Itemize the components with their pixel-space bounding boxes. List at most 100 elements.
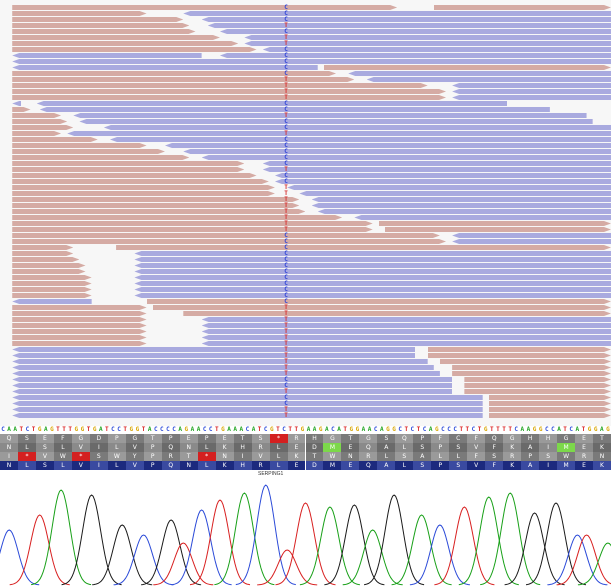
forward-read[interactable] xyxy=(12,245,73,250)
reverse-read[interactable] xyxy=(262,161,611,166)
reverse-read[interactable] xyxy=(201,317,611,322)
forward-read[interactable] xyxy=(12,23,189,28)
reverse-read[interactable] xyxy=(244,41,611,46)
reverse-read[interactable] xyxy=(36,101,508,106)
forward-read[interactable] xyxy=(12,251,73,256)
reverse-read[interactable] xyxy=(183,11,611,16)
forward-read[interactable] xyxy=(489,413,611,418)
reverse-read[interactable] xyxy=(109,137,611,142)
forward-read[interactable] xyxy=(12,329,146,334)
forward-read[interactable] xyxy=(12,239,446,244)
forward-read[interactable] xyxy=(452,371,611,376)
forward-read[interactable] xyxy=(12,323,146,328)
forward-read[interactable] xyxy=(12,119,67,124)
forward-read[interactable] xyxy=(12,161,244,166)
forward-read[interactable] xyxy=(12,47,256,52)
forward-read[interactable] xyxy=(12,293,91,298)
forward-read[interactable] xyxy=(464,383,611,388)
forward-read[interactable] xyxy=(12,17,183,22)
reverse-read[interactable] xyxy=(12,347,416,352)
reverse-read[interactable] xyxy=(219,29,611,34)
forward-read[interactable] xyxy=(153,305,611,310)
reverse-read[interactable] xyxy=(201,17,611,22)
reverse-read[interactable] xyxy=(452,89,611,94)
forward-read[interactable] xyxy=(452,365,611,370)
reverse-read[interactable] xyxy=(12,359,428,364)
reverse-read[interactable] xyxy=(354,215,611,220)
reverse-read[interactable] xyxy=(452,239,611,244)
forward-read[interactable] xyxy=(12,155,189,160)
reverse-read[interactable] xyxy=(183,149,611,154)
reverse-read[interactable] xyxy=(12,365,434,370)
forward-read[interactable] xyxy=(12,209,305,214)
reverse-read[interactable] xyxy=(12,101,22,106)
reverse-read[interactable] xyxy=(79,119,593,124)
forward-read[interactable] xyxy=(12,143,146,148)
forward-read[interactable] xyxy=(12,29,195,34)
reverse-read[interactable] xyxy=(274,179,611,184)
reverse-read[interactable] xyxy=(103,125,611,130)
forward-read[interactable] xyxy=(428,347,611,352)
reverse-read[interactable] xyxy=(311,203,611,208)
forward-read[interactable] xyxy=(440,359,611,364)
reverse-read[interactable] xyxy=(67,131,611,136)
forward-read[interactable] xyxy=(12,149,165,154)
reverse-read[interactable] xyxy=(134,263,611,268)
forward-read[interactable] xyxy=(183,311,611,316)
reverse-read[interactable] xyxy=(262,47,611,52)
reverse-read[interactable] xyxy=(39,107,550,112)
forward-read[interactable] xyxy=(12,191,275,196)
reverse-read[interactable] xyxy=(219,59,611,64)
forward-read[interactable] xyxy=(12,113,61,118)
reverse-read[interactable] xyxy=(274,173,611,178)
reverse-read[interactable] xyxy=(201,335,611,340)
forward-read[interactable] xyxy=(12,77,354,82)
reverse-read[interactable] xyxy=(452,95,611,100)
forward-read[interactable] xyxy=(116,245,611,250)
forward-read[interactable] xyxy=(12,263,85,268)
reverse-read[interactable] xyxy=(201,341,611,346)
forward-read[interactable] xyxy=(12,335,146,340)
reverse-read[interactable] xyxy=(12,299,92,304)
forward-read[interactable] xyxy=(12,167,244,172)
forward-read[interactable] xyxy=(12,179,269,184)
forward-read[interactable] xyxy=(12,131,61,136)
forward-read[interactable] xyxy=(12,89,446,94)
reverse-read[interactable] xyxy=(134,293,611,298)
forward-read[interactable] xyxy=(12,281,91,286)
reverse-read[interactable] xyxy=(201,329,611,334)
reverse-read[interactable] xyxy=(12,65,318,70)
forward-read[interactable] xyxy=(464,389,611,394)
reverse-read[interactable] xyxy=(287,185,611,190)
forward-read[interactable] xyxy=(428,353,611,358)
forward-read[interactable] xyxy=(12,185,275,190)
forward-read[interactable] xyxy=(12,173,256,178)
forward-read[interactable] xyxy=(12,137,98,142)
reverse-read[interactable] xyxy=(134,275,611,280)
reverse-read[interactable] xyxy=(12,353,416,358)
reverse-read[interactable] xyxy=(317,209,611,214)
forward-read[interactable] xyxy=(379,221,611,226)
reverse-read[interactable] xyxy=(311,197,611,202)
reverse-read[interactable] xyxy=(164,143,611,148)
reverse-read[interactable] xyxy=(12,407,483,412)
forward-read[interactable] xyxy=(12,41,238,46)
forward-read[interactable] xyxy=(489,407,611,412)
forward-read[interactable] xyxy=(385,227,611,232)
reverse-read[interactable] xyxy=(12,53,202,58)
forward-read[interactable] xyxy=(12,317,146,322)
forward-read[interactable] xyxy=(12,95,446,100)
reverse-read[interactable] xyxy=(73,113,587,118)
forward-read[interactable] xyxy=(147,299,611,304)
reverse-read[interactable] xyxy=(134,287,611,292)
forward-read[interactable] xyxy=(12,83,427,88)
reverse-read[interactable] xyxy=(201,155,611,160)
forward-read[interactable] xyxy=(489,401,611,406)
forward-read[interactable] xyxy=(12,5,397,10)
reverse-read[interactable] xyxy=(134,251,611,256)
forward-read[interactable] xyxy=(12,257,79,262)
forward-read[interactable] xyxy=(12,311,146,316)
forward-read[interactable] xyxy=(12,197,299,202)
reverse-read[interactable] xyxy=(12,377,453,382)
forward-read[interactable] xyxy=(12,11,146,16)
